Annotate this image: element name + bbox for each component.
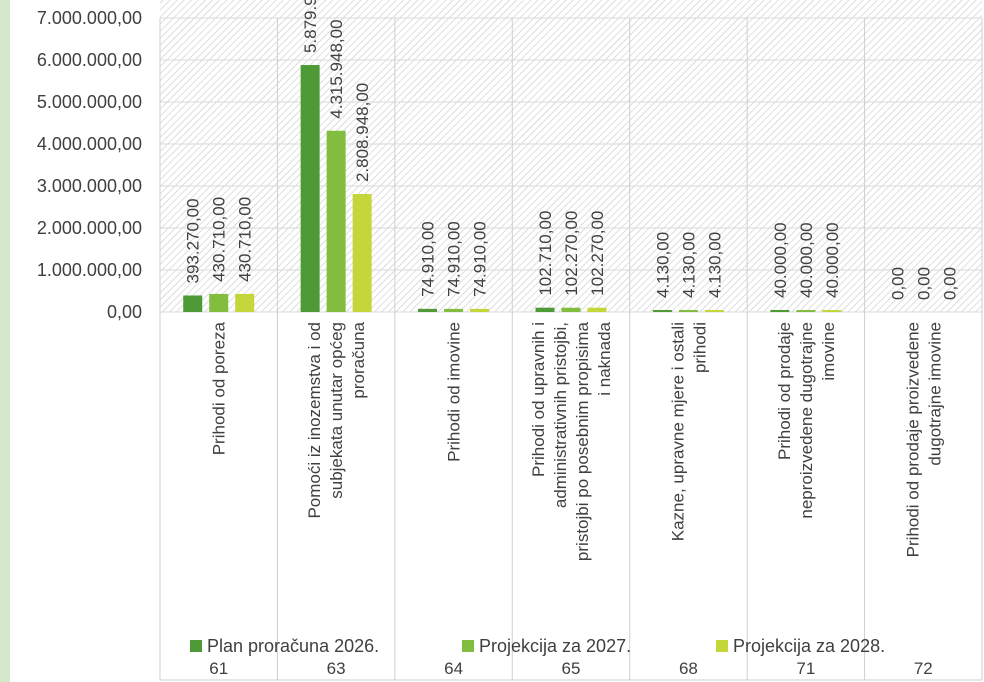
category-code-label: 71 [796, 659, 815, 678]
y-tick-label: 3.000.000,00 [37, 176, 142, 196]
data-label: 74.910,00 [471, 221, 490, 297]
category-label: Prihodi od prodaje proizvedene [903, 322, 922, 557]
category-label: imovine [819, 322, 838, 381]
bar [470, 308, 490, 312]
category-label: Pomoći iz inozemstva i od [305, 322, 324, 519]
bar [300, 65, 320, 313]
bar [678, 310, 698, 312]
bar [535, 307, 555, 312]
category-code-label: 65 [562, 659, 581, 678]
data-label: 4.130,00 [679, 232, 698, 298]
category-code-label: 63 [327, 659, 346, 678]
y-tick-label: 6.000.000,00 [37, 50, 142, 70]
data-label: 102.270,00 [588, 211, 607, 296]
data-label: 40.000,00 [823, 222, 842, 298]
category-label: administrativnih pristojbi, [551, 322, 570, 508]
category-label: pristojbi po posebnim propisima [573, 321, 592, 561]
data-label: 393.270,00 [184, 198, 203, 283]
y-tick-label: 7.000.000,00 [37, 8, 142, 28]
legend-label: Projekcija za 2027. [479, 636, 631, 656]
bar [652, 310, 672, 312]
bar [235, 293, 255, 312]
data-label: 74.910,00 [419, 221, 438, 297]
category-label: prihodi [690, 322, 709, 373]
y-tick-label: 5.000.000,00 [37, 92, 142, 112]
category-label: i naknada [595, 321, 614, 395]
category-label: Kazne, upravne mjere i ostali [668, 322, 687, 541]
category-code-label: 64 [444, 659, 463, 678]
data-label: 40.000,00 [771, 222, 790, 298]
data-label: 0,00 [888, 267, 907, 300]
bar [587, 307, 607, 312]
category-code-label: 61 [209, 659, 228, 678]
bar [183, 295, 203, 312]
data-label: 102.710,00 [536, 211, 555, 296]
y-tick-label: 1.000.000,00 [37, 260, 142, 280]
data-label: 430.710,00 [236, 197, 255, 282]
legend-swatch [716, 640, 728, 652]
bar [704, 310, 724, 312]
data-label: 4.130,00 [653, 232, 672, 298]
y-tick-label: 4.000.000,00 [37, 134, 142, 154]
category-label: Prihodi od imovine [445, 322, 464, 462]
bar [770, 310, 790, 312]
bar [352, 194, 372, 312]
category-label: dugotrajne imovine [925, 322, 944, 466]
bar [444, 308, 464, 312]
bar [822, 310, 842, 312]
category-label: neproizvedene dugotrajne [797, 322, 816, 519]
data-label: 2.808.948,00 [353, 83, 372, 182]
y-tick-label: 2.000.000,00 [37, 218, 142, 238]
category-label: subjekata unutar općeg [327, 322, 346, 499]
data-label: 0,00 [940, 267, 959, 300]
category-code-label: 72 [914, 659, 933, 678]
category-area-background [160, 312, 982, 680]
bar [561, 307, 581, 312]
left-accent-strip [0, 0, 10, 682]
bar [796, 310, 816, 312]
legend-swatch [462, 640, 474, 652]
category-code-label: 68 [679, 659, 698, 678]
category-label: Prihodi od prodaje [775, 322, 794, 460]
category-label: Prihodi od upravnih i [529, 322, 548, 477]
legend-label: Projekcija za 2028. [733, 636, 885, 656]
legend-swatch [190, 640, 202, 652]
data-label: 74.910,00 [445, 221, 464, 297]
bar [209, 293, 229, 312]
bar [418, 308, 438, 312]
data-label: 102.270,00 [562, 211, 581, 296]
data-label: 4.315.948,00 [327, 19, 346, 118]
category-label: proračuna [349, 321, 368, 398]
y-tick-label: 0,00 [107, 302, 142, 322]
data-label: 5.879.948,00 [301, 0, 320, 53]
data-label: 4.130,00 [705, 232, 724, 298]
bar [326, 130, 346, 312]
data-label: 0,00 [914, 267, 933, 300]
data-label: 430.710,00 [210, 197, 229, 282]
data-label: 40.000,00 [797, 222, 816, 298]
legend-label: Plan proračuna 2026. [207, 636, 379, 656]
category-label: Prihodi od poreza [210, 321, 229, 455]
